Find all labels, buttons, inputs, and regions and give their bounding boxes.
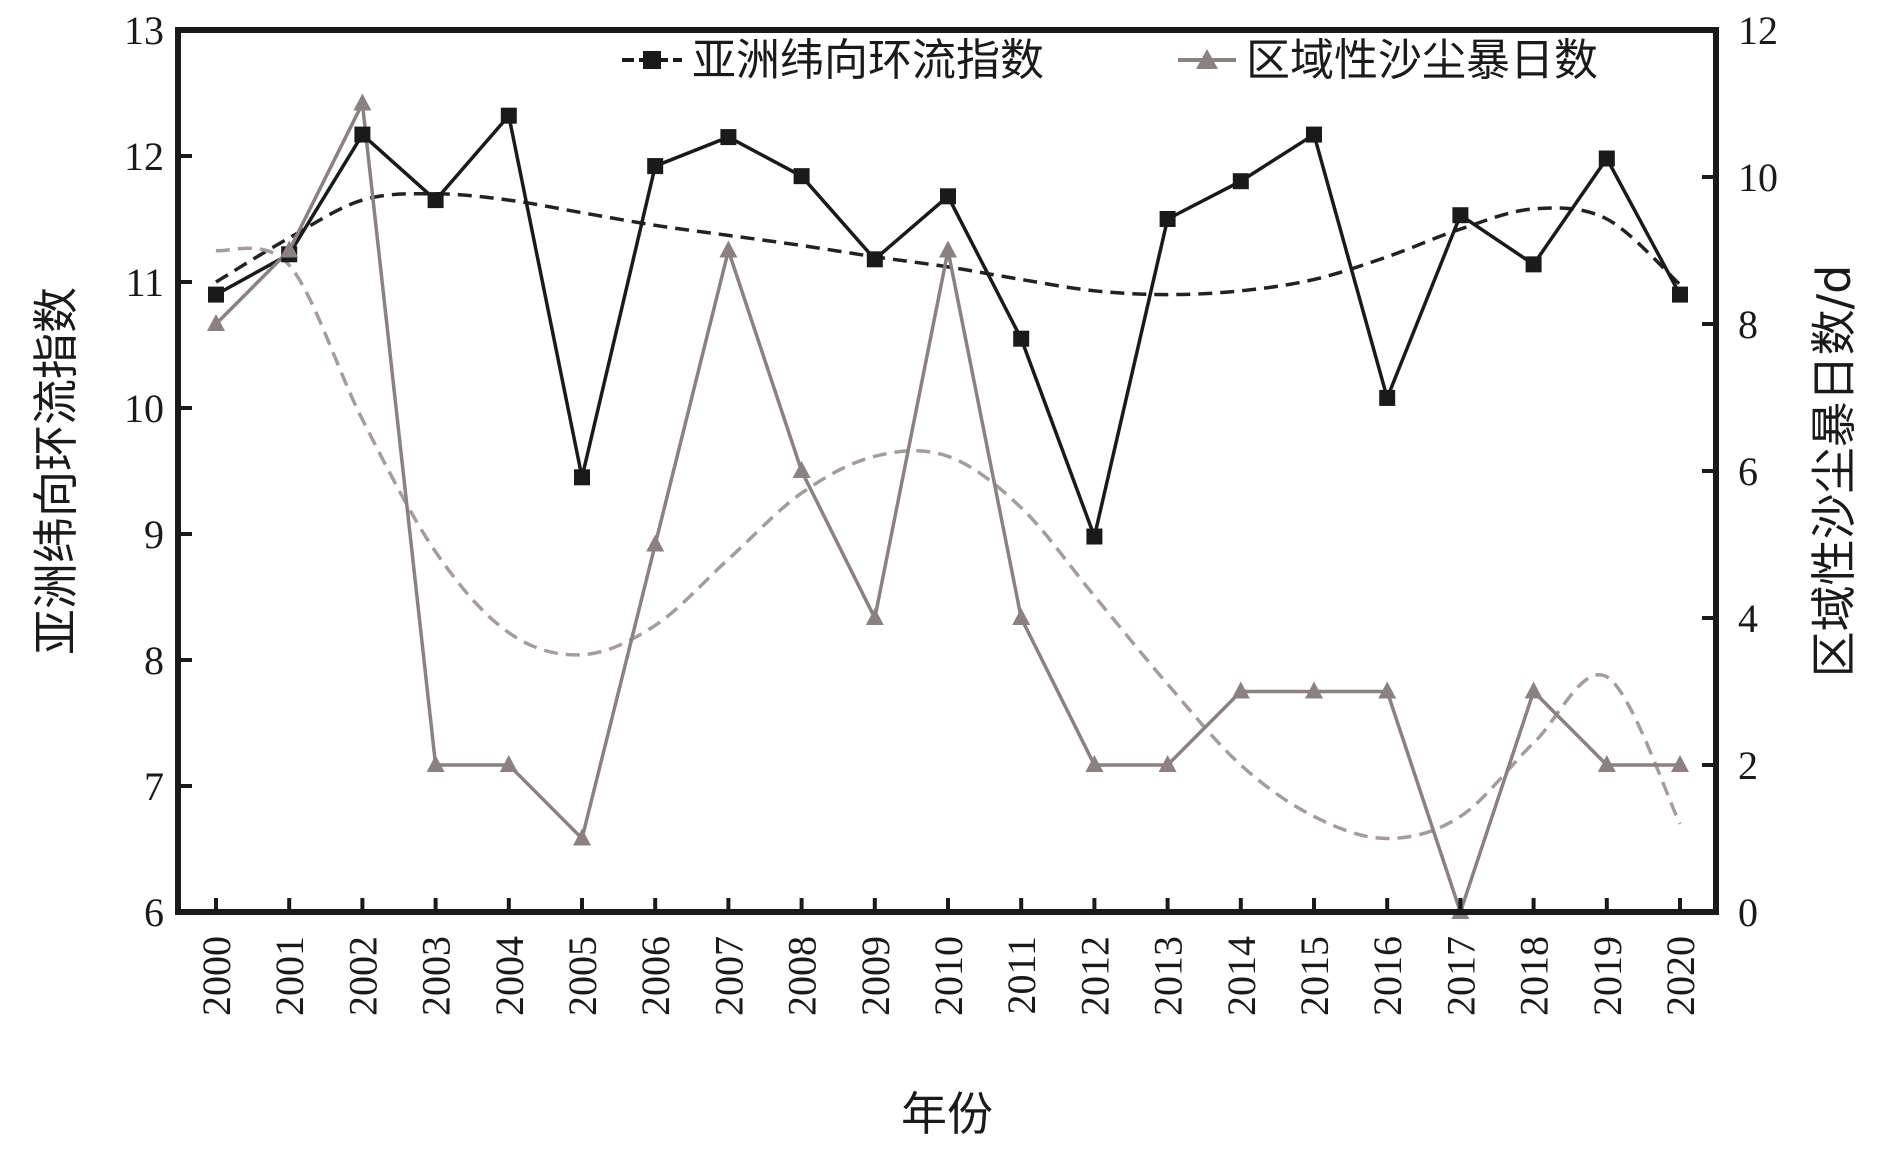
series-0-point-5 <box>574 469 590 486</box>
y-right-tick-label-0: 0 <box>1738 890 1758 935</box>
series-0-point-20 <box>1672 286 1688 303</box>
x-tick-label-7: 2007 <box>706 936 751 1016</box>
x-tick-label-15: 2015 <box>1292 936 1337 1016</box>
y-right-tick-label-3: 6 <box>1738 449 1758 494</box>
series-0-point-11 <box>1013 330 1030 347</box>
series-1-point-9 <box>865 608 884 625</box>
trend-line-1 <box>215 246 1682 841</box>
legend-square-marker-icon <box>643 51 661 69</box>
series-1-point-16 <box>1378 681 1397 699</box>
x-tick-label-20: 2020 <box>1658 936 1703 1016</box>
series-1-point-18 <box>1524 681 1543 699</box>
legend-triangle-marker-icon <box>1196 49 1218 69</box>
series-1-point-10 <box>939 240 957 258</box>
x-tick-label-12: 2012 <box>1072 936 1117 1016</box>
x-tick-label-10: 2010 <box>926 936 971 1016</box>
y-left-tick-label-3: 9 <box>144 512 164 557</box>
y-axis-right-title: 区域性沙尘暴日数/d <box>1807 265 1861 678</box>
series-1-point-4 <box>499 755 518 772</box>
series-0-point-17 <box>1452 207 1469 224</box>
y-right-tick-label-6: 12 <box>1738 8 1778 53</box>
x-tick-label-9: 2009 <box>853 936 898 1016</box>
x-tick-label-8: 2008 <box>780 936 825 1016</box>
series-1-point-6 <box>646 534 665 552</box>
y-left-tick-label-1: 7 <box>144 764 164 809</box>
series-0-point-0 <box>208 286 224 303</box>
x-tick-label-14: 2014 <box>1219 936 1264 1016</box>
axes-layer <box>175 27 1719 915</box>
x-tick-label-19: 2019 <box>1585 936 1630 1016</box>
ticks-layer: 6 7 8 9 10 11 12 13 0 2 4 6 8 10 12 2000 2001 2002 2003 200… <box>124 8 1778 1016</box>
y-left-tick-label-2: 8 <box>144 638 164 683</box>
series-1-point-14 <box>1231 681 1250 699</box>
series-lines-layer <box>214 97 1682 918</box>
series-1-point-5 <box>573 828 591 846</box>
y-axis-left-title: 亚洲纬向环流指数 <box>29 287 83 655</box>
x-tick-label-4: 2004 <box>487 936 532 1016</box>
series-0-point-7 <box>720 129 737 146</box>
x-tick-label-16: 2016 <box>1365 936 1410 1016</box>
x-tick-label-17: 2017 <box>1438 936 1483 1016</box>
trend-line-0 <box>215 191 1682 297</box>
x-axis-title: 年份 <box>901 1087 993 1141</box>
plot-frame <box>175 27 1719 915</box>
series-line-0 <box>215 111 1682 543</box>
trend-lines-layer <box>215 191 1682 841</box>
y-left-tick-label-0: 6 <box>144 890 164 935</box>
series-0-point-2 <box>354 126 371 143</box>
series-1-point-13 <box>1158 755 1177 772</box>
y-left-tick-label-6: 12 <box>124 134 164 179</box>
y-right-tick-label-1: 2 <box>1738 743 1758 788</box>
series-1-point-2 <box>353 93 372 111</box>
series-1-point-7 <box>719 240 738 258</box>
series-0-point-14 <box>1232 173 1249 190</box>
series-0-point-3 <box>427 192 444 209</box>
x-tick-label-1: 2001 <box>267 936 312 1016</box>
legend-label-0: 亚洲纬向环流指数 <box>692 35 1044 86</box>
series-0-point-15 <box>1306 126 1322 143</box>
legend-item-1: 区域性沙尘暴日数 <box>1178 35 1598 86</box>
x-tick-label-18: 2018 <box>1512 936 1557 1016</box>
x-tick-label-6: 2006 <box>633 936 678 1016</box>
series-1-point-19 <box>1597 755 1616 772</box>
series-0-point-16 <box>1379 389 1396 406</box>
series-0-point-19 <box>1598 150 1615 167</box>
series-1-point-20 <box>1671 755 1689 772</box>
y-left-tick-label-7: 13 <box>124 8 164 53</box>
x-tick-label-0: 2000 <box>194 936 239 1016</box>
series-1-point-1 <box>280 240 299 258</box>
y-right-tick-label-5: 10 <box>1738 155 1778 200</box>
legend-item-0: 亚洲纬向环流指数 <box>622 35 1044 86</box>
series-0-point-8 <box>793 168 810 185</box>
series-1-point-11 <box>1012 608 1031 625</box>
y-right-tick-label-4: 8 <box>1738 302 1758 347</box>
legend: 亚洲纬向环流指数 区域性沙尘暴日数 <box>622 35 1598 86</box>
markers-layer <box>207 93 1689 919</box>
x-tick-label-11: 2011 <box>999 936 1044 1015</box>
y-left-tick-label-4: 10 <box>124 386 164 431</box>
series-0-point-13 <box>1159 211 1176 227</box>
series-0-point-4 <box>500 107 517 124</box>
legend-label-1: 区域性沙尘暴日数 <box>1246 35 1598 86</box>
x-tick-label-13: 2013 <box>1146 936 1191 1016</box>
y-left-tick-label-5: 11 <box>125 260 164 305</box>
series-1-point-15 <box>1305 681 1323 699</box>
x-tick-label-2: 2002 <box>340 936 385 1016</box>
series-1-point-0 <box>207 314 225 331</box>
y-right-tick-label-2: 4 <box>1738 596 1758 641</box>
series-0-point-12 <box>1086 528 1103 545</box>
series-line-1 <box>214 97 1680 918</box>
series-0-point-18 <box>1525 256 1542 273</box>
series-0-point-9 <box>866 251 883 268</box>
series-1-point-8 <box>792 461 811 478</box>
series-0-point-10 <box>940 188 956 205</box>
series-0-point-6 <box>647 158 664 175</box>
x-tick-label-3: 2003 <box>414 936 459 1016</box>
series-1-point-12 <box>1085 755 1104 772</box>
series-1-point-3 <box>426 755 445 772</box>
x-tick-label-5: 2005 <box>560 936 605 1016</box>
